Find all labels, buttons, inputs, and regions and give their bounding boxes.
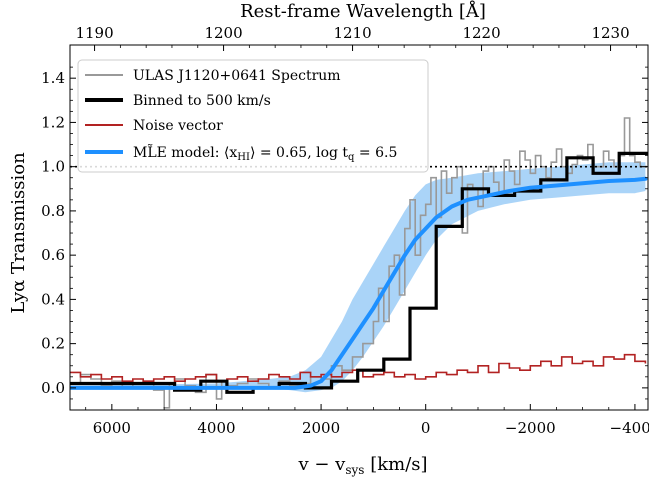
model-range-band [70,162,646,393]
legend-label-noise: Noise vector [133,118,223,134]
y-tick-label: 0.8 [41,202,65,220]
legend-label-model: ML̃E model: ⟨xHI⟩ = 0.65, log tq = 6.5 [133,143,397,163]
x-tick-label: −2000 [505,419,556,437]
legend-label-binned: Binned to 500 km/s [133,93,271,109]
x-tick-label: 4000 [197,419,235,437]
top-tick-label: 1230 [591,24,629,42]
y-tick-label: 1.2 [41,113,65,131]
plot-clip-group [70,117,648,409]
legend: ULAS J1120+0641 Spectrum Binned to 500 k… [77,59,429,173]
plot-frame [69,44,649,411]
y-tick-label: 1.0 [41,158,65,176]
top-tick-label: 1190 [75,24,113,42]
plot-area: 6000 4000 2000 0 −2000 −4000 1190 1200 1210 1220 1… [41,24,649,437]
y-tick-label: 0.2 [41,335,65,353]
top-tick-label: 1200 [204,24,242,42]
x-tick-label: 2000 [302,419,340,437]
y-tick-label: 0.0 [41,379,65,397]
legend-box [77,59,429,173]
x-tick-label: −4000 [610,419,649,437]
series-binned [70,151,648,394]
series-mle-model [70,176,648,390]
top-axis-title: Rest-frame Wavelength [Å] [240,0,486,22]
y-tick-label: 0.6 [41,246,65,264]
y-axis-title: Lyα Transmission [8,152,29,314]
top-tick-label: 1210 [333,24,371,42]
y-tick-label: 1.4 [41,69,65,87]
top-tick-label: 1220 [462,24,500,42]
y-tick-label: 0.4 [41,290,65,308]
x-tick-label: 0 [421,419,431,437]
x-axis-title: v − vsys [km/s] [297,454,427,477]
legend-label-spectrum: ULAS J1120+0641 Spectrum [133,68,341,84]
x-tick-label: 6000 [93,419,131,437]
